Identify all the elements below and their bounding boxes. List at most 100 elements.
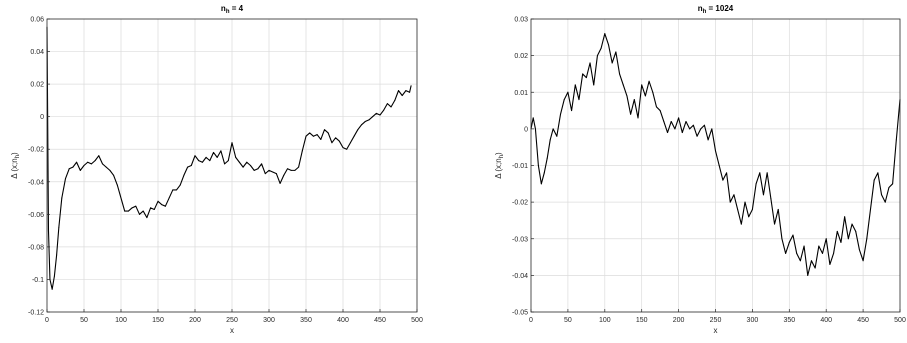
y-axis-label-end: ) [494,152,503,155]
y-tick-label: -0.02 [512,200,528,207]
data-point [788,241,790,243]
data-point [781,238,783,240]
data-point [87,161,89,163]
data-point [194,155,196,157]
chart-title: nh = 4 [221,4,244,15]
data-point [153,208,155,210]
data-point [674,128,676,130]
y-tick-label: 0 [40,114,44,121]
x-tick-label: 250 [710,317,722,324]
data-point [205,156,207,158]
data-point [703,124,705,126]
data-point [201,161,203,163]
data-point [744,201,746,203]
y-tick-label: -0.02 [28,147,44,154]
data-point [659,110,661,112]
data-point [102,163,103,165]
y-axis-label-main: Δ (x;n [10,158,19,178]
y-tick-label: -0.04 [512,273,528,280]
x-tick-label: 100 [115,317,127,324]
x-tick-label: 450 [857,317,869,324]
data-point [364,121,366,123]
x-tick-label: 300 [263,317,275,324]
data-point [176,189,177,191]
data-point [585,77,587,79]
data-point [146,217,148,219]
data-point [534,128,536,130]
data-point [552,128,554,130]
data-point [726,172,728,174]
x-tick-label: 350 [300,317,312,324]
data-point [615,51,617,53]
data-point [855,230,857,232]
data-point [840,241,842,243]
chart-title: nh = 1024 [698,4,734,15]
data-point [888,186,890,188]
data-point [198,160,200,162]
data-point [231,142,233,144]
data-point [644,95,646,97]
chart-title-rest: = 1024 [706,4,733,13]
x-tick-label: 200 [189,317,201,324]
data-point [810,260,812,262]
data-point [58,226,60,228]
data-point [346,148,348,150]
x-tick-label: 50 [80,317,88,324]
data-point [759,172,761,174]
data-point [866,238,868,240]
data-point [633,99,635,101]
data-point [862,260,864,262]
data-point [127,210,129,212]
data-point [803,245,805,247]
data-point [825,238,827,240]
data-point [560,113,562,115]
y-tick-label: 0 [524,126,528,133]
data-point [65,178,66,180]
data-point [858,249,860,251]
data-point [667,132,669,134]
x-tick-label: 50 [564,317,572,324]
data-point [283,174,285,176]
data-point [398,90,399,92]
data-point [142,210,144,212]
data-point [79,169,81,171]
data-point [209,160,211,162]
data-point [700,128,702,130]
data-point [532,117,534,119]
data-point [157,200,159,202]
data-point [327,132,329,134]
data-point [604,33,606,35]
data-point [312,135,314,137]
data-point [751,208,753,210]
data-point [275,173,277,175]
data-point [113,174,115,176]
y-axis-label-subscript: h [499,155,505,158]
data-point [718,165,720,166]
data-point [368,119,370,121]
data-point [290,169,292,171]
data-point [740,223,742,225]
data-point [766,172,768,174]
data-point [190,165,192,166]
x-tick-label: 0 [529,317,533,324]
data-point [685,121,687,123]
y-tick-label: -0.04 [28,179,44,186]
data-point [242,166,244,168]
y-tick-label: -0.01 [512,163,528,170]
data-point [892,183,894,185]
data-point [578,99,580,101]
data-point [150,207,152,209]
data-point [549,139,551,141]
data-point [68,168,70,170]
data-point [847,238,849,240]
data-point [220,150,222,152]
data-point [316,134,318,136]
data-point [279,182,281,184]
data-point [287,168,288,170]
data-point [689,128,691,130]
data-point [179,184,181,186]
data-point [183,174,185,176]
data-point [729,201,731,203]
data-point [869,208,871,210]
